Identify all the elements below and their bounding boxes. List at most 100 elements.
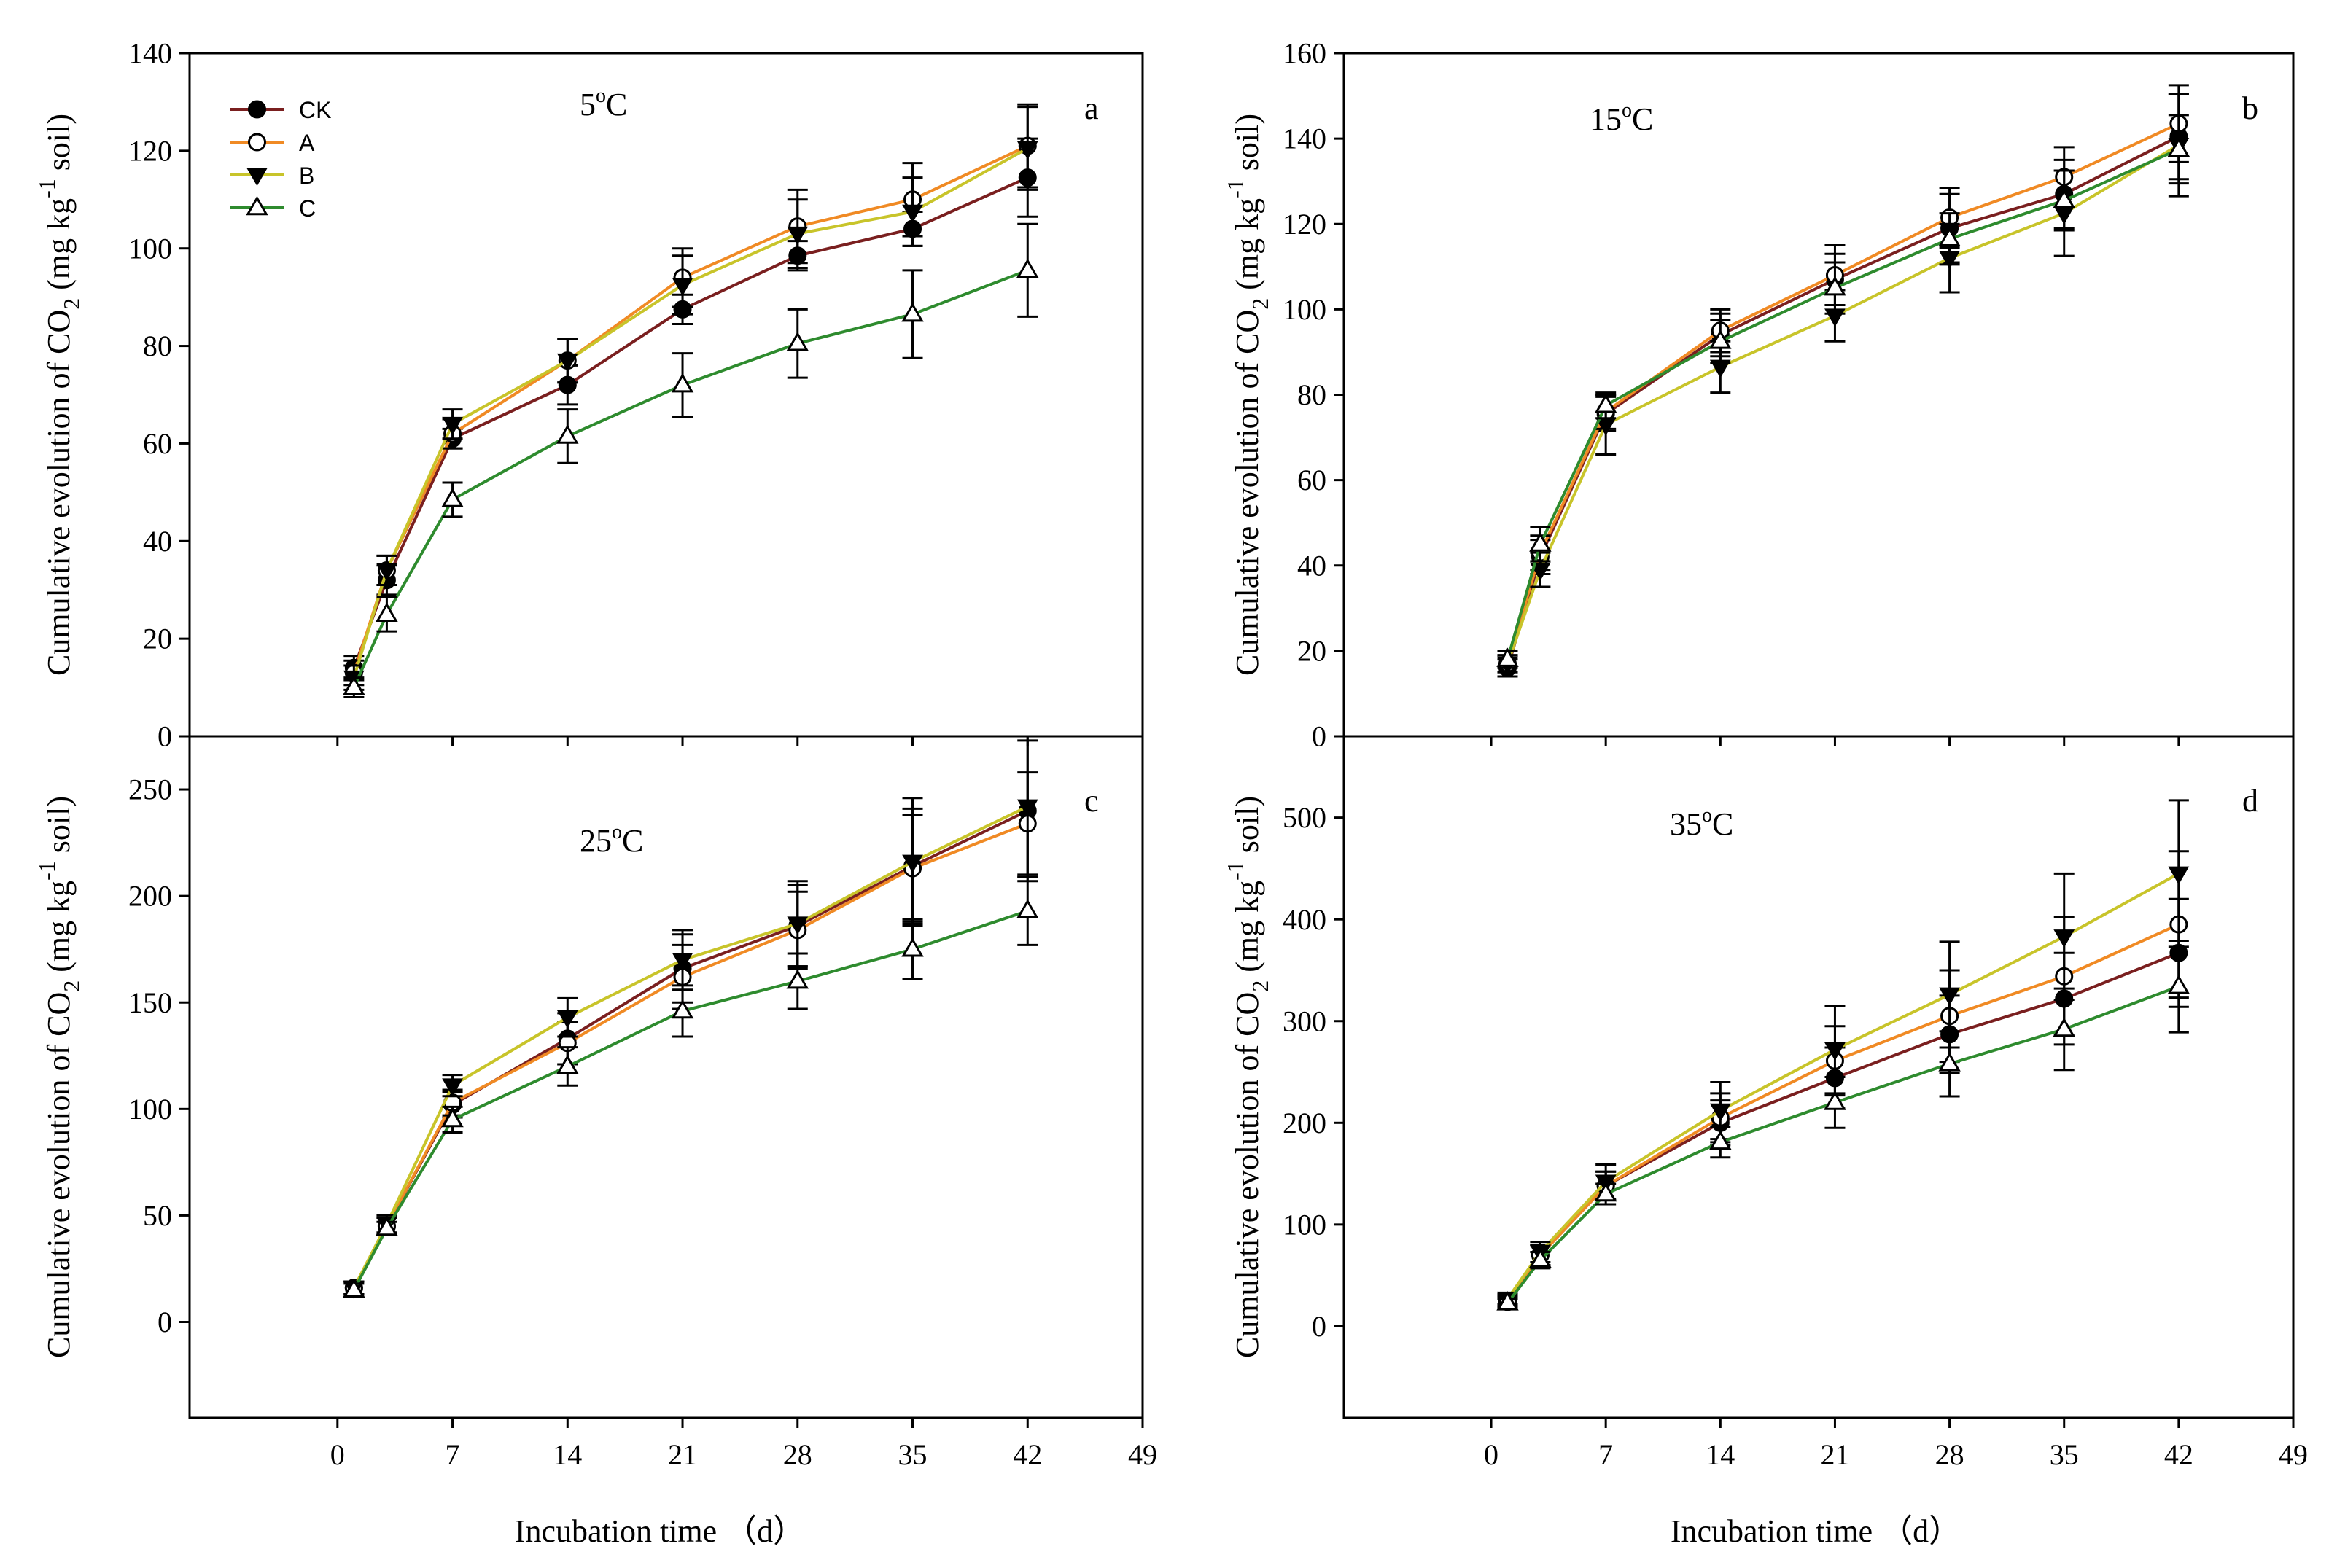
y-tick-label: 100 — [128, 1093, 172, 1126]
data-point — [343, 1278, 365, 1298]
y-tick-label: 60 — [143, 427, 172, 460]
series-line — [352, 909, 1028, 1291]
series-c — [343, 222, 1039, 698]
data-point — [672, 952, 693, 972]
data-point — [376, 602, 398, 622]
x-tick-label: 21 — [668, 1438, 697, 1471]
data-point — [1016, 141, 1038, 160]
y-axis-label: Cumulative evolution of CO2 (mg kg-1 soi… — [1222, 796, 1273, 1358]
x-tick-label: 21 — [1820, 1438, 1849, 1471]
legend-marker — [246, 168, 268, 187]
temperature-value: 15 — [1590, 101, 1622, 137]
data-point — [671, 999, 694, 1019]
data-point — [672, 278, 693, 297]
legend-marker — [248, 133, 266, 152]
series-ck — [1497, 93, 2189, 678]
series-line — [1506, 985, 2180, 1304]
data-point — [902, 204, 923, 223]
data-point — [1016, 899, 1039, 918]
data-point — [786, 969, 809, 989]
data-point — [376, 563, 397, 582]
y-tick-label: 140 — [128, 37, 172, 70]
data-point — [442, 1078, 463, 1097]
data-point — [671, 373, 694, 393]
y-tick-label: 40 — [1297, 549, 1326, 582]
x-tick-label: 42 — [1013, 1438, 1042, 1471]
data-point — [2167, 975, 2190, 994]
y-tick-label: 200 — [128, 880, 172, 913]
data-point — [1496, 1291, 1519, 1311]
series-ck — [1497, 897, 2189, 1311]
y-tick-label: 400 — [1283, 903, 1326, 936]
y-axis-label-main: Cumulative evolution of CO — [41, 992, 77, 1358]
series-b — [1497, 93, 2190, 675]
temperature-degree: o — [1622, 99, 1632, 122]
data-point — [787, 226, 809, 245]
series-line — [352, 176, 1029, 669]
data-point — [901, 937, 924, 957]
x-tick-label: 49 — [1128, 1438, 1157, 1471]
y-tick-label: 80 — [143, 329, 172, 362]
legend-entry-a: A — [230, 130, 315, 156]
data-point — [441, 1107, 464, 1128]
data-point — [787, 916, 809, 935]
series-b — [343, 106, 1038, 691]
y-tick-label: 0 — [158, 1306, 172, 1338]
y-axis-label-sub: 2 — [1247, 980, 1273, 992]
temperature-value: 25 — [580, 823, 612, 859]
data-point — [1496, 647, 1519, 667]
y-tick-label: 100 — [1283, 293, 1326, 326]
plot-frame — [1342, 52, 2295, 738]
series-line — [1506, 872, 2180, 1300]
temperature-value: 5 — [580, 87, 596, 122]
legend-entry-b: B — [230, 163, 314, 189]
temperature-label: 5oC — [580, 85, 627, 122]
data-point — [2167, 137, 2190, 157]
x-tick-label: 42 — [2164, 1438, 2193, 1471]
data-point — [376, 1216, 398, 1236]
y-axis-label-main: Cumulative evolution of CO — [41, 310, 77, 676]
y-axis-label-sup: -1 — [1222, 861, 1248, 881]
temperature-unit: C — [1712, 806, 1733, 842]
y-tick-label: 300 — [1283, 1005, 1326, 1037]
data-point — [1529, 532, 1552, 552]
x-tick-label: 49 — [2279, 1438, 2308, 1471]
legend-marker — [248, 100, 266, 119]
x-tick-label: 0 — [330, 1438, 345, 1471]
y-tick-label: 20 — [1297, 634, 1326, 667]
y-axis-label: Cumulative evolution of CO2 (mg kg-1 soi… — [34, 796, 85, 1358]
temperature-label: 15oC — [1590, 99, 1653, 137]
temperature-label: 25oC — [580, 821, 643, 859]
x-tick-label: 35 — [898, 1438, 928, 1471]
x-tick-label: 28 — [783, 1438, 812, 1471]
data-point — [786, 332, 809, 351]
y-axis-label-sub: 2 — [58, 298, 85, 310]
x-axis-label: Incubation time （d） — [515, 1513, 805, 1549]
y-axis-label: Cumulative evolution of CO2 (mg kg-1 soi… — [1222, 114, 1273, 676]
panel-letter: b — [2242, 90, 2258, 126]
data-point — [1709, 329, 1732, 349]
data-point — [1824, 1091, 1846, 1110]
series-line — [1506, 923, 2180, 1303]
x-tick-label: 0 — [1484, 1438, 1498, 1471]
series-line — [352, 809, 1029, 1289]
data-point — [2053, 1017, 2075, 1037]
data-point — [1824, 1042, 1846, 1061]
y-tick-label: 50 — [143, 1199, 172, 1232]
y-axis-label: Cumulative evolution of CO2 (mg kg-1 soi… — [34, 114, 85, 676]
series-line — [1506, 147, 2180, 660]
series-b — [1497, 799, 2190, 1310]
x-tick-label: 7 — [446, 1438, 460, 1471]
x-tick-label: 28 — [1935, 1438, 1964, 1471]
y-axis-label-mid: (mg kg — [41, 198, 77, 298]
panel-letter: a — [1084, 90, 1099, 126]
legend-entry-c: C — [230, 195, 316, 222]
data-point — [2053, 929, 2075, 948]
y-tick-label: 20 — [143, 623, 172, 655]
series-line — [352, 268, 1028, 688]
data-point — [2053, 188, 2075, 208]
y-axis-label-sup: -1 — [34, 861, 60, 881]
y-tick-label: 100 — [128, 232, 172, 265]
